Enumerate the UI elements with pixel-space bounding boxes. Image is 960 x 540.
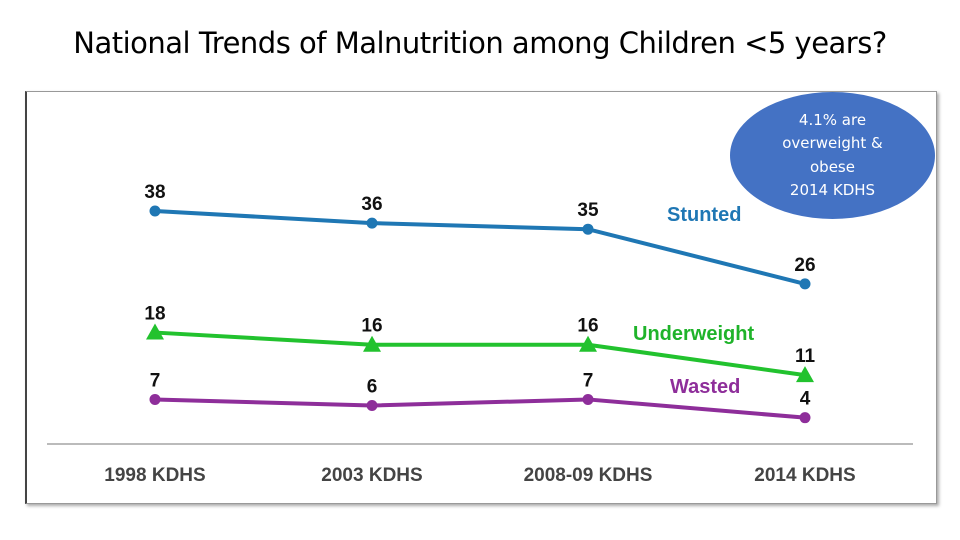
data-point xyxy=(149,205,161,217)
data-label: 35 xyxy=(577,200,599,221)
page-title: National Trends of Malnutrition among Ch… xyxy=(73,26,887,60)
data-label: 16 xyxy=(361,316,382,337)
legend-label-wasted: Wasted xyxy=(670,376,740,398)
callout-line: 2014 KDHS xyxy=(789,181,876,199)
x-tick-label: 2008-09 KDHS xyxy=(524,465,653,486)
data-point xyxy=(796,366,814,383)
data-label: 18 xyxy=(144,304,165,325)
data-point xyxy=(146,323,164,340)
data-point xyxy=(366,400,378,412)
data-label: 11 xyxy=(795,346,816,367)
data-point xyxy=(149,393,161,405)
x-tick-label: 1998 KDHS xyxy=(104,465,205,486)
x-tick-label: 2003 KDHS xyxy=(321,465,422,486)
series-line-wasted xyxy=(154,397,806,420)
data-label: 38 xyxy=(144,182,165,203)
x-tick-label: 2014 KDHS xyxy=(754,465,855,486)
data-label: 7 xyxy=(150,370,161,391)
overweight-callout: 4.1% are overweight & obese 2014 KDHS xyxy=(730,92,935,219)
data-label: 7 xyxy=(583,370,594,391)
data-label: 16 xyxy=(577,316,598,337)
callout-line: overweight & xyxy=(782,134,883,152)
data-label: 6 xyxy=(367,377,378,398)
data-point xyxy=(366,217,378,229)
data-point xyxy=(799,412,811,424)
callout-line: 4.1% are xyxy=(798,110,867,129)
data-point xyxy=(363,335,381,352)
legend-label-stunted: Stunted xyxy=(667,204,741,226)
data-label: 4 xyxy=(800,389,811,410)
series-line-stunted xyxy=(154,208,806,286)
legend-label-underweight: Underweight xyxy=(633,323,754,345)
callout-line: obese xyxy=(810,157,855,176)
data-point xyxy=(799,278,811,290)
series-line-underweight xyxy=(154,330,806,378)
data-point xyxy=(582,223,594,235)
data-label: 36 xyxy=(361,194,382,215)
data-point xyxy=(579,335,597,352)
data-point xyxy=(582,393,594,405)
data-label: 26 xyxy=(794,255,815,276)
